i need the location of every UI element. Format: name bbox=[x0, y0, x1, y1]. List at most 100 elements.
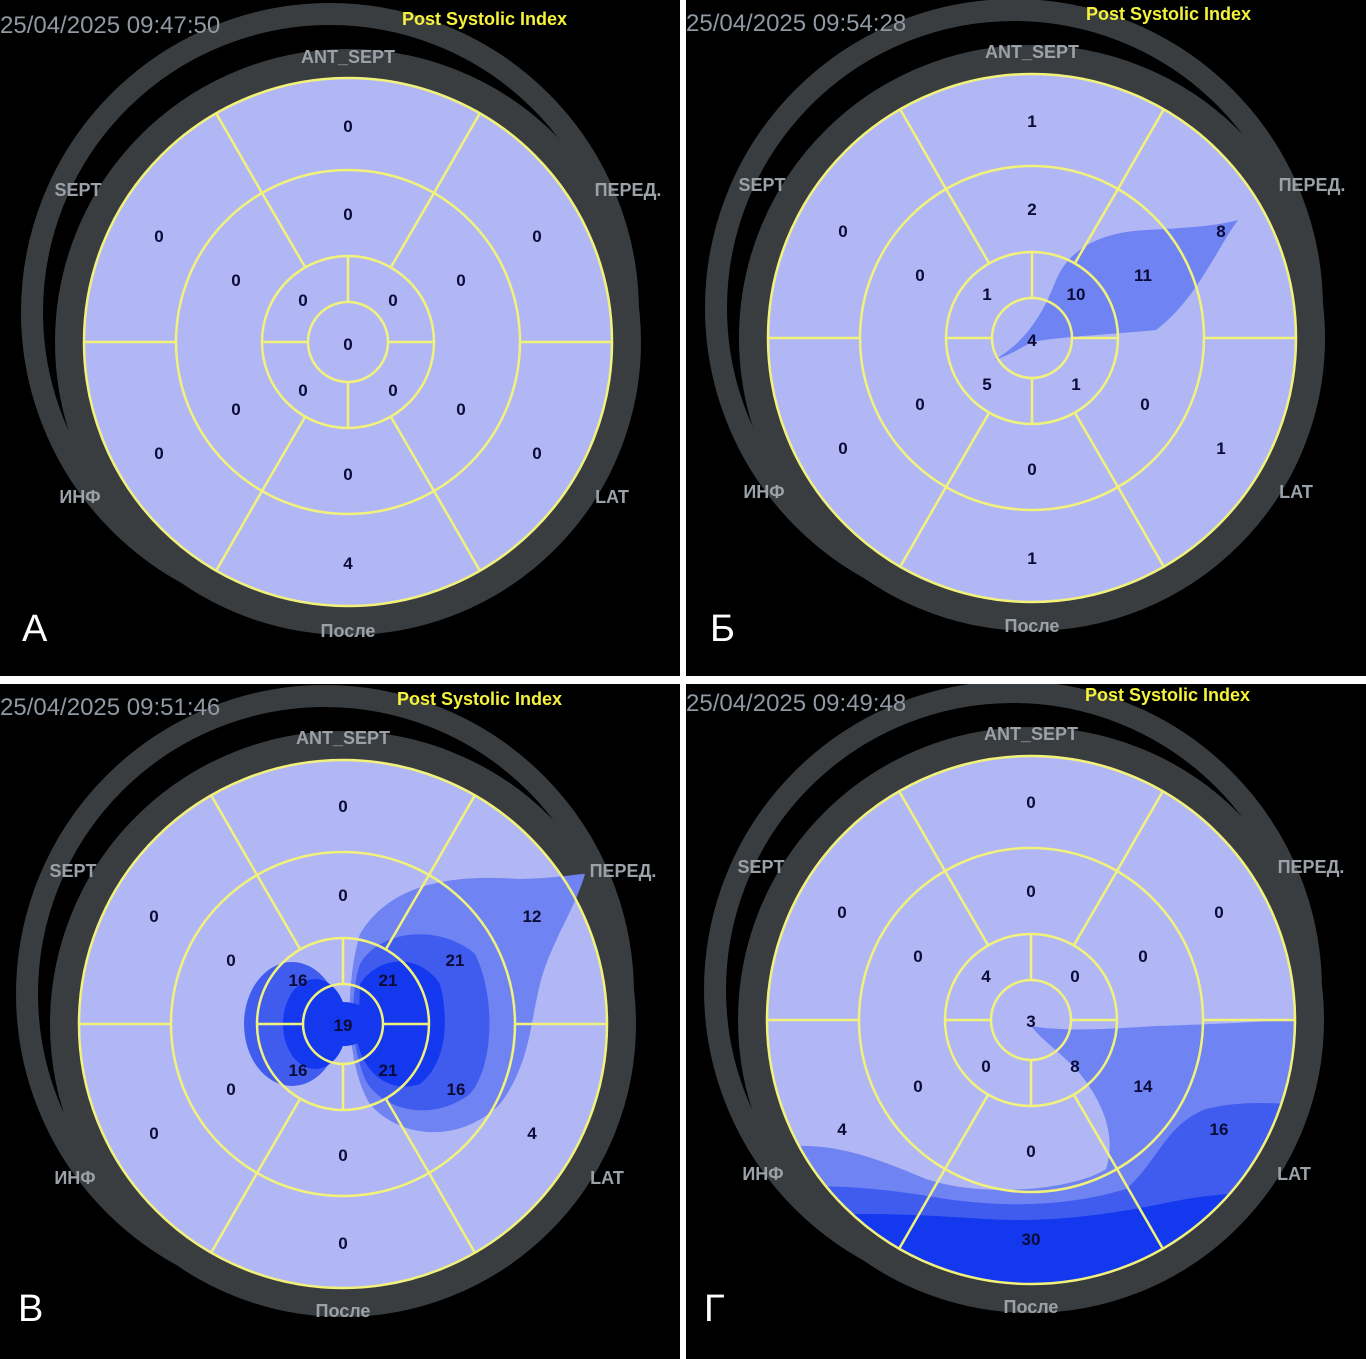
seg-mid-lateral: 0 bbox=[456, 400, 465, 419]
seg-mid-inferior: 0 bbox=[913, 1077, 922, 1096]
outer-ring bbox=[55, 49, 641, 635]
seg-apical-anterior: 0 bbox=[1070, 967, 1079, 986]
label-sept: SEPT bbox=[49, 861, 96, 881]
label-lat: LAT bbox=[1279, 482, 1313, 502]
bullseye-panel-a: ANT_SEPT SEPT ПЕРЕД. ИНФ LAT После 0 0 0… bbox=[0, 0, 680, 676]
seg-mid-anteroseptal: 0 bbox=[343, 205, 352, 224]
seg-basal-septal: 0 bbox=[838, 222, 847, 241]
label-posle: После bbox=[321, 621, 376, 641]
timestamp: 25/04/2025 09:51:46 bbox=[0, 694, 221, 721]
seg-mid-anterior: 11 bbox=[1134, 266, 1152, 285]
seg-basal-anterior: 0 bbox=[532, 227, 541, 246]
seg-mid-septal: 0 bbox=[913, 947, 922, 966]
panel-letter: В bbox=[18, 1288, 44, 1330]
seg-basal-inferior: 0 bbox=[154, 444, 163, 463]
seg-basal-septal: 0 bbox=[149, 907, 158, 926]
seg-mid-inferior: 0 bbox=[915, 395, 924, 414]
panel-letter: А bbox=[22, 608, 48, 650]
seg-apical-anterior: 21 bbox=[379, 971, 398, 990]
seg-basal-septal: 0 bbox=[837, 903, 846, 922]
outer-ring bbox=[50, 731, 636, 1317]
seg-apical-lateral: 0 bbox=[388, 381, 397, 400]
seg-apex: 0 bbox=[343, 335, 352, 354]
seg-apical-inferior: 16 bbox=[289, 1061, 308, 1080]
seg-apical-septal: 1 bbox=[982, 285, 991, 304]
seg-basal-septal: 0 bbox=[154, 227, 163, 246]
label-sept: SEPT bbox=[738, 175, 785, 195]
label-posle: После bbox=[1004, 1297, 1059, 1317]
seg-mid-inferior: 0 bbox=[231, 400, 240, 419]
timestamp: 25/04/2025 09:54:28 bbox=[686, 10, 907, 37]
bullseye-panel-c: ANT_SEPT SEPT ПЕРЕД. ИНФ LAT После 0 12 … bbox=[0, 684, 680, 1359]
seg-basal-inferior: 4 bbox=[837, 1120, 847, 1139]
label-posle: После bbox=[1005, 616, 1060, 636]
segment-grid bbox=[765, 754, 1297, 1286]
seg-apex: 4 bbox=[1027, 331, 1037, 350]
label-pered: ПЕРЕД. bbox=[590, 861, 657, 881]
label-pered: ПЕРЕД. bbox=[595, 180, 662, 200]
label-inf: ИНФ bbox=[743, 482, 784, 502]
timestamp: 25/04/2025 09:49:48 bbox=[686, 690, 907, 717]
timestamp: 25/04/2025 09:47:50 bbox=[0, 12, 221, 39]
seg-basal-anterior: 0 bbox=[1214, 903, 1223, 922]
seg-mid-posterior: 0 bbox=[1026, 1142, 1035, 1161]
seg-apical-lateral: 8 bbox=[1070, 1057, 1079, 1076]
seg-mid-posterior: 0 bbox=[1027, 460, 1036, 479]
seg-mid-inferior: 0 bbox=[226, 1080, 235, 1099]
seg-mid-lateral: 0 bbox=[1140, 395, 1149, 414]
seg-basal-posterior: 0 bbox=[338, 1234, 347, 1253]
seg-basal-anterior: 8 bbox=[1216, 222, 1225, 241]
label-posle: После bbox=[316, 1301, 371, 1321]
seg-apical-anterior: 0 bbox=[388, 291, 397, 310]
seg-apical-septal: 0 bbox=[298, 291, 307, 310]
seg-basal-inferior: 0 bbox=[149, 1124, 158, 1143]
chart-title: Post Systolic Index bbox=[397, 689, 563, 709]
seg-basal-posterior: 4 bbox=[343, 554, 353, 573]
seg-basal-anterior: 12 bbox=[523, 907, 542, 926]
chart-title: Post Systolic Index bbox=[402, 9, 568, 29]
seg-mid-anterior: 0 bbox=[456, 271, 465, 290]
seg-apical-inferior: 0 bbox=[298, 381, 307, 400]
label-pered: ПЕРЕД. bbox=[1279, 175, 1346, 195]
label-ant-sept: ANT_SEPT bbox=[984, 724, 1078, 744]
segment-values: 0 12 4 0 0 0 0 21 16 0 0 0 21 21 16 16 1… bbox=[149, 797, 541, 1253]
seg-basal-anteroseptal: 0 bbox=[1026, 793, 1035, 812]
seg-mid-anterior: 21 bbox=[446, 951, 465, 970]
seg-apical-inferior: 5 bbox=[982, 375, 991, 394]
outer-ring bbox=[738, 727, 1324, 1313]
label-sept: SEPT bbox=[54, 180, 101, 200]
bullseye-panel-d: ANT_SEPT SEPT ПЕРЕД. ИНФ LAT После 0 0 1… bbox=[686, 684, 1366, 1359]
seg-apical-lateral: 1 bbox=[1071, 375, 1080, 394]
label-lat: LAT bbox=[595, 487, 629, 507]
seg-apical-inferior: 0 bbox=[981, 1057, 990, 1076]
seg-basal-inferior: 0 bbox=[838, 439, 847, 458]
seg-mid-septal: 0 bbox=[231, 271, 240, 290]
seg-mid-septal: 0 bbox=[915, 266, 924, 285]
bullseye-plot-b: ANT_SEPT SEPT ПЕРЕД. ИНФ LAT После 1 8 1… bbox=[705, 0, 1346, 636]
segment-values: 1 8 1 1 0 0 2 11 0 0 0 0 10 1 5 1 4 bbox=[838, 112, 1225, 568]
label-ant-sept: ANT_SEPT bbox=[296, 728, 390, 748]
seg-apical-lateral: 21 bbox=[379, 1061, 398, 1080]
panel-letter: Г bbox=[704, 1288, 725, 1330]
seg-basal-lateral: 0 bbox=[532, 444, 541, 463]
label-lat: LAT bbox=[1277, 1164, 1311, 1184]
seg-mid-posterior: 0 bbox=[338, 1146, 347, 1165]
seg-apical-septal: 4 bbox=[981, 967, 991, 986]
seg-apical-septal: 16 bbox=[289, 971, 308, 990]
segment-values: 0 0 0 4 0 0 0 0 0 0 0 0 0 0 0 0 0 bbox=[154, 117, 541, 573]
heatmap-region bbox=[994, 220, 1238, 360]
label-ant-sept: ANT_SEPT bbox=[985, 42, 1079, 62]
seg-mid-lateral: 14 bbox=[1134, 1077, 1153, 1096]
bullseye-plot-c: ANT_SEPT SEPT ПЕРЕД. ИНФ LAT После 0 12 … bbox=[16, 685, 657, 1321]
seg-basal-lateral: 16 bbox=[1210, 1120, 1229, 1139]
seg-mid-anterior: 0 bbox=[1138, 947, 1147, 966]
seg-basal-anteroseptal: 0 bbox=[338, 797, 347, 816]
label-inf: ИНФ bbox=[59, 487, 100, 507]
bullseye-panel-b: ANT_SEPT SEPT ПЕРЕД. ИНФ LAT После 1 8 1… bbox=[686, 0, 1366, 676]
bullseye-plot-d: ANT_SEPT SEPT ПЕРЕД. ИНФ LAT После 0 0 1… bbox=[704, 684, 1344, 1317]
outer-ring bbox=[739, 45, 1325, 631]
seg-mid-anteroseptal: 0 bbox=[338, 886, 347, 905]
seg-mid-anteroseptal: 2 bbox=[1027, 200, 1036, 219]
seg-mid-anteroseptal: 0 bbox=[1026, 882, 1035, 901]
chart-title: Post Systolic Index bbox=[1085, 685, 1251, 705]
